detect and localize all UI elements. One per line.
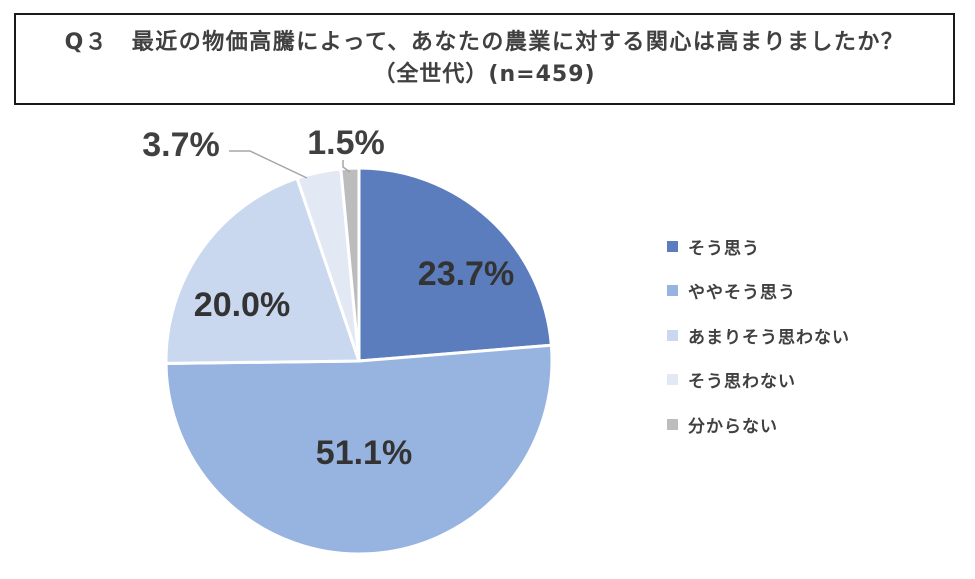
legend-item-5: 分からない [667, 402, 850, 447]
data-label-4: 3.7% [142, 126, 220, 164]
legend-label: そう思う [688, 238, 760, 259]
legend-swatch [667, 329, 678, 341]
legend-item-2: ややそう思う [667, 269, 850, 314]
legend-swatch [667, 285, 678, 297]
chart-legend: そう思うややそう思うあまりそう思わない そう思わない 分からない [667, 224, 850, 447]
legend-label: ややそう思う [688, 283, 796, 304]
legend-swatch [667, 240, 678, 252]
leader-line-5 [342, 160, 351, 173]
pie-slice-1 [357, 166, 553, 363]
legend-item-3: あまりそう思わない [667, 313, 850, 358]
legend-label: 分からない [688, 416, 778, 437]
chart-title: Q３ 最近の物価高騰によって、あなたの農業に対する関心は高まりましたか？ [64, 30, 905, 55]
data-label-5: 1.5% [307, 124, 385, 162]
data-label-1: 23.7% [418, 255, 514, 293]
legend-label: あまりそう思わない [688, 327, 850, 348]
pie-slice-2 [164, 343, 554, 556]
legend-item-1: そう思う [667, 224, 850, 269]
leader-line-4 [229, 150, 308, 179]
pie-slice-5 [339, 166, 361, 362]
legend-swatch [667, 374, 678, 386]
legend-label: そう思わない [688, 372, 796, 393]
chart-title-box: Q３ 最近の物価高騰によって、あなたの農業に対する関心は高まりましたか？ （全世… [14, 13, 955, 105]
pie-slice-3 [164, 176, 362, 365]
legend-swatch [667, 418, 678, 430]
legend-item-4: そう思わない [667, 358, 850, 403]
data-label-2: 51.1% [316, 434, 412, 472]
data-label-3: 20.0% [194, 286, 290, 324]
chart-subtitle: （全世代）(n=459) [373, 62, 596, 87]
